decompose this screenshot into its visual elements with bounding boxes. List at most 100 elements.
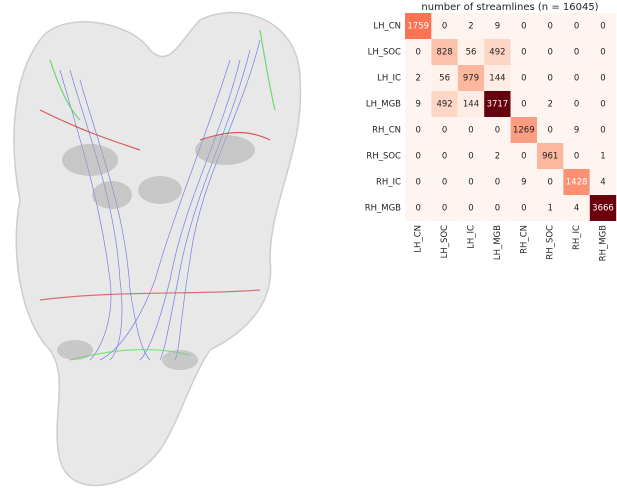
- cell-value: 0: [442, 126, 447, 136]
- cell-value: 2: [547, 100, 552, 110]
- cell-value: 0: [415, 126, 420, 136]
- cell-value: 2: [415, 74, 420, 84]
- cell-value: 0: [495, 204, 500, 214]
- cell-value: 492: [436, 100, 452, 110]
- heatmap-cell: [563, 143, 590, 169]
- heatmap-cell: [589, 65, 617, 91]
- heatmap-cell: [510, 65, 537, 91]
- brainstem-surface: [13, 11, 302, 487]
- cell-value: 0: [574, 100, 579, 110]
- heatmap-cell: [563, 195, 590, 221]
- row-label: LH_CN: [373, 22, 401, 32]
- cell-value: 0: [468, 126, 473, 136]
- cell-value: 56: [439, 74, 450, 84]
- heatmap-cell: [510, 91, 537, 117]
- heatmap-cell: [589, 143, 617, 169]
- cell-value: 0: [442, 178, 447, 188]
- heatmap-cell: [563, 117, 590, 143]
- tractography-render: [13, 11, 302, 487]
- heatmap-cell: [484, 13, 511, 39]
- heatmap-cell: [484, 143, 511, 169]
- cell-value: 1269: [513, 126, 535, 136]
- cell-value: 0: [574, 22, 579, 32]
- heatmap-cell: [563, 13, 590, 39]
- chart-title: number of streamlines (n = 16045): [421, 2, 598, 13]
- cell-value: 0: [415, 48, 420, 58]
- heatmap-cell: [431, 169, 458, 195]
- cell-value: 1: [600, 152, 605, 162]
- cell-value: 828: [436, 48, 452, 58]
- heatmap-cell: [405, 39, 432, 65]
- heatmap-cell: [510, 13, 537, 39]
- heatmap-cell: [484, 117, 511, 143]
- cell-value: 9: [521, 178, 526, 188]
- cell-value: 0: [415, 178, 420, 188]
- heatmap-cell: [589, 13, 617, 39]
- cell-value: 0: [574, 74, 579, 84]
- heatmap-cell: [510, 39, 537, 65]
- cell-value: 0: [600, 48, 605, 58]
- cell-value: 0: [521, 204, 526, 214]
- heatmap-cell: [589, 91, 617, 117]
- row-label: RH_IC: [376, 178, 401, 188]
- cell-value: 492: [489, 48, 505, 58]
- column-label: LH_MGB: [493, 225, 503, 260]
- heatmap-cell: [484, 91, 511, 117]
- cell-value: 0: [547, 178, 552, 188]
- cell-value: 2: [468, 22, 473, 32]
- cell-value: 9: [495, 22, 500, 32]
- cell-value: 0: [547, 126, 552, 136]
- heatmap-cell: [510, 117, 537, 143]
- heatmap-cell: [484, 65, 511, 91]
- heatmap-cell: [431, 117, 458, 143]
- cell-value: 1759: [407, 22, 429, 32]
- column-label: LH_SOC: [440, 225, 450, 258]
- heatmap-cell: [457, 91, 485, 117]
- heatmap-cell: [431, 91, 458, 117]
- cell-value: 0: [521, 48, 526, 58]
- heatmap-cell: [405, 65, 432, 91]
- heatmap-cell: [405, 117, 432, 143]
- heatmap-cell: [537, 39, 564, 65]
- heatmap-cell: [457, 143, 485, 169]
- heatmap-cell: [510, 143, 537, 169]
- heatmap-cell: [563, 65, 590, 91]
- heatmap-cell: [537, 195, 564, 221]
- row-label: LH_IC: [377, 74, 401, 84]
- cell-value: 0: [600, 100, 605, 110]
- column-label: RH_CN: [519, 225, 529, 254]
- cell-value: 0: [574, 152, 579, 162]
- heatmap-cell: [589, 117, 617, 143]
- cell-value: 3717: [487, 100, 509, 110]
- row-label: LH_MGB: [366, 100, 401, 110]
- heatmap-cell: [510, 169, 537, 195]
- column-label: RH_IC: [572, 225, 582, 250]
- cell-value: 0: [468, 204, 473, 214]
- cell-value: 4: [600, 178, 605, 188]
- row-label: RH_SOC: [366, 152, 401, 162]
- row-label: LH_SOC: [368, 48, 401, 58]
- heatmap-cell: [405, 143, 432, 169]
- cell-value: 0: [468, 178, 473, 188]
- cell-value: 56: [466, 48, 477, 58]
- heatmap-cell: [431, 143, 458, 169]
- heatmap-cell: [563, 91, 590, 117]
- heatmap-cell: [457, 65, 485, 91]
- heatmap-cell: [431, 13, 458, 39]
- cell-value: 0: [547, 48, 552, 58]
- cell-value: 0: [547, 74, 552, 84]
- heatmap-cell: [431, 195, 458, 221]
- heatmap-cell: [537, 65, 564, 91]
- column-label: RH_SOC: [546, 225, 556, 260]
- cell-value: 2: [495, 152, 500, 162]
- fibers: [59, 39, 261, 361]
- column-label: LH_IC: [467, 225, 477, 249]
- cell-value: 9: [574, 126, 579, 136]
- heatmap-cell: [405, 195, 432, 221]
- cell-value: 0: [600, 22, 605, 32]
- heatmap-cell: [431, 39, 458, 65]
- cell-value: 0: [600, 74, 605, 84]
- heatmap-cell: [457, 39, 485, 65]
- heatmap-cell: [589, 195, 617, 221]
